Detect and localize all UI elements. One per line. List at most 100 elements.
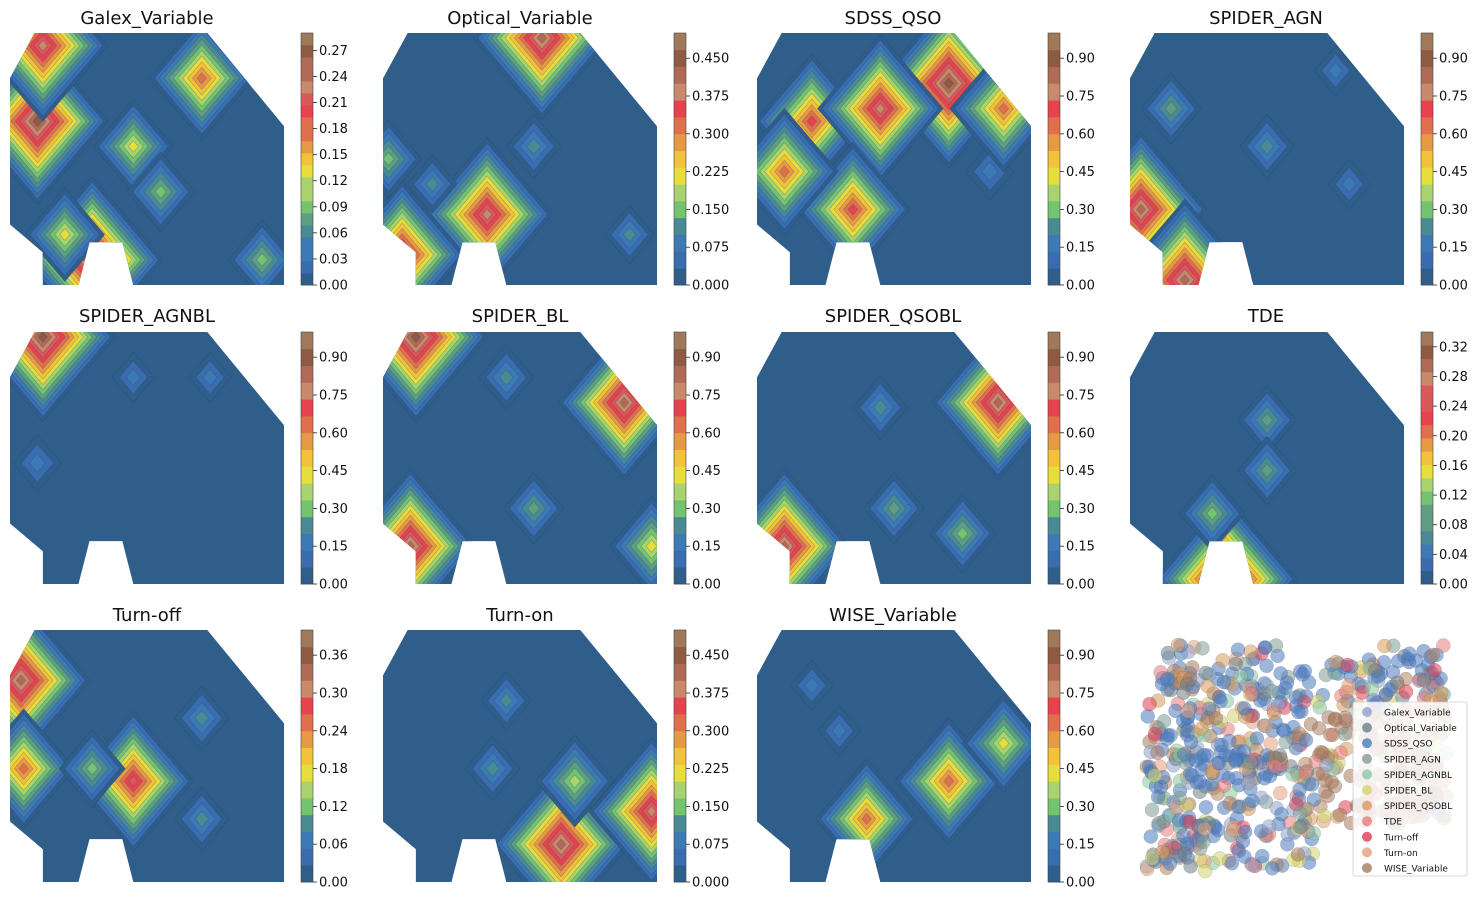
scatter-point [1216,674,1232,690]
colorbar-segment [1048,33,1060,51]
colorbar-segment [1421,117,1433,135]
scatter-point [1151,815,1166,831]
colorbar-segment [674,201,686,219]
colorbar-segment [1421,217,1433,235]
colorbar-segment [301,483,313,501]
colorbar: 0.00 0.15 0.30 0.45 0.60 0.75 0.90 [1047,32,1095,294]
colorbar-segment [674,83,686,101]
panel-spider-agnbl: SPIDER_AGNBL [79,306,215,327]
legend-marker [1362,800,1372,811]
hotspot [10,708,76,830]
colorbar-tick-label: 0.150 [692,800,729,815]
colorbar: 0.00 0.15 0.30 0.45 0.60 0.75 0.90 [300,331,348,593]
colorbar-segment [1048,217,1060,235]
colorbar-segment [301,747,313,765]
colorbar-tick-label: 0.45 [1439,165,1468,180]
colorbar-tick-label: 0.60 [692,426,721,441]
scatter-point [1319,757,1334,772]
scatter-point [1436,638,1451,653]
hotspot [503,472,565,545]
panel-spider-bl: SPIDER_BL [472,306,569,327]
colorbar-segment [674,764,686,782]
colorbar-segment [1421,517,1433,532]
hotspot [535,734,615,828]
colorbar-tick-label: 0.75 [1439,90,1468,105]
scatter-point [1254,848,1270,864]
scatter-point [1244,686,1259,702]
contour-level [196,72,207,85]
scatter-point [1243,754,1258,770]
panel-title: SPIDER_BL [472,306,569,327]
scatter-point [1222,733,1237,749]
colorbar: 0.00 0.03 0.06 0.09 0.12 0.15 0.18 0.21 0.24 0.27 [300,32,348,294]
colorbar-segment [674,814,686,832]
colorbar-segment [1421,358,1433,373]
legend-marker [1362,785,1372,795]
legend-label: Turn-on [1383,849,1418,859]
colorbar: 0.00 0.15 0.30 0.45 0.60 0.75 0.90 [1420,32,1468,294]
colorbar-tick-label: 0.300 [692,127,729,142]
colorbar-segment [1048,83,1060,101]
contour-level [645,539,657,553]
colorbar-tick-label: 0.30 [319,687,348,702]
panel-turn-on: Turn-on [485,605,553,626]
contour-level [779,165,790,178]
colorbar-segment [674,466,686,484]
scatter-point [1292,782,1307,797]
scatter-point [1333,745,1348,760]
colorbar-frame [1047,331,1061,585]
hotspot [1327,158,1371,210]
colorbar-tick-label: 0.60 [1439,127,1468,142]
colorbar-segment [301,213,313,226]
contour-level [1341,175,1357,193]
contour-level [861,813,872,825]
colorbar-segment [674,416,686,434]
contour-level [536,33,547,44]
colorbar-segment [674,365,686,383]
panel-title: WISE_Variable [829,605,957,626]
scatter-point [1261,819,1277,834]
scatter-point [1182,671,1198,686]
legend-marker [1362,707,1372,717]
colorbar-segment [1048,680,1060,698]
contour-level [527,500,541,516]
colorbar-tick-label: 0.00 [1066,578,1095,593]
colorbar-segment [674,133,686,151]
legend-label: Turn-off [1383,833,1419,843]
colorbar-segment [301,865,313,883]
scatter-point [1208,710,1224,726]
colorbar-segment [301,189,313,202]
colorbar-segment [301,798,313,816]
colorbar-segment [1048,432,1060,450]
colorbar-segment [674,697,686,715]
colorbar-segment [674,714,686,732]
colorbar-segment [674,184,686,202]
scatter-point [1228,752,1243,767]
colorbar-tick-label: 0.24 [319,70,348,85]
panel-title: SPIDER_AGNBL [79,306,215,327]
colorbar-segment [301,500,313,518]
scatter-point [1198,665,1213,681]
panel-optical-variable: Optical_Variable [447,8,592,29]
hotspot [10,33,108,122]
scatter-point [1288,690,1304,705]
contour-level [623,226,637,243]
colorbar-tick-label: 0.000 [692,876,729,891]
scatter-point [1298,732,1314,748]
hotspot [894,717,1004,846]
colorbar-tick-label: 0.12 [319,800,348,815]
colorbar-segment [1048,251,1060,269]
colorbar-segment [1048,781,1060,799]
colorbar-tick-label: 0.45 [692,464,721,479]
colorbar-segment [674,747,686,765]
colorbar-frame [673,331,687,585]
colorbar-tick-label: 0.24 [319,724,348,739]
colorbar-tick-label: 0.30 [1439,203,1468,218]
colorbar-tick-label: 0.075 [692,838,729,853]
colorbar-segment [301,714,313,732]
colorbar-segment [301,432,313,450]
legend: Galex_Variable Optical_Variable SDSS_QSO SP… [1352,701,1468,877]
contour-level [887,500,901,516]
colorbar-segment [674,516,686,534]
colorbar-tick-label: 0.18 [319,762,348,777]
